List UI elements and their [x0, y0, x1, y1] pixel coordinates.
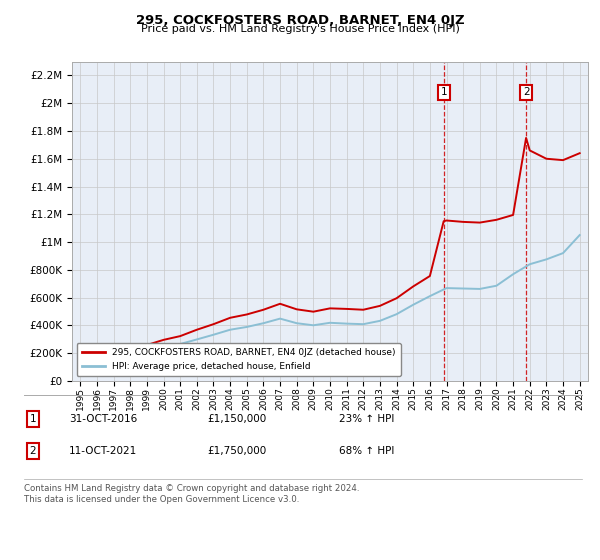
Text: Price paid vs. HM Land Registry's House Price Index (HPI): Price paid vs. HM Land Registry's House …	[140, 24, 460, 34]
Text: 31-OCT-2016: 31-OCT-2016	[69, 414, 137, 424]
Legend: 295, COCKFOSTERS ROAD, BARNET, EN4 0JZ (detached house), HPI: Average price, det: 295, COCKFOSTERS ROAD, BARNET, EN4 0JZ (…	[77, 343, 401, 376]
Text: £1,150,000: £1,150,000	[207, 414, 266, 424]
Text: 11-OCT-2021: 11-OCT-2021	[69, 446, 137, 456]
Text: 2: 2	[29, 446, 37, 456]
Text: £1,750,000: £1,750,000	[207, 446, 266, 456]
Text: 68% ↑ HPI: 68% ↑ HPI	[339, 446, 394, 456]
Text: 23% ↑ HPI: 23% ↑ HPI	[339, 414, 394, 424]
Text: 1: 1	[440, 87, 447, 97]
Text: 1: 1	[29, 414, 37, 424]
Text: 295, COCKFOSTERS ROAD, BARNET, EN4 0JZ: 295, COCKFOSTERS ROAD, BARNET, EN4 0JZ	[136, 14, 464, 27]
Text: Contains HM Land Registry data © Crown copyright and database right 2024.
This d: Contains HM Land Registry data © Crown c…	[24, 484, 359, 504]
Text: 2: 2	[523, 87, 529, 97]
